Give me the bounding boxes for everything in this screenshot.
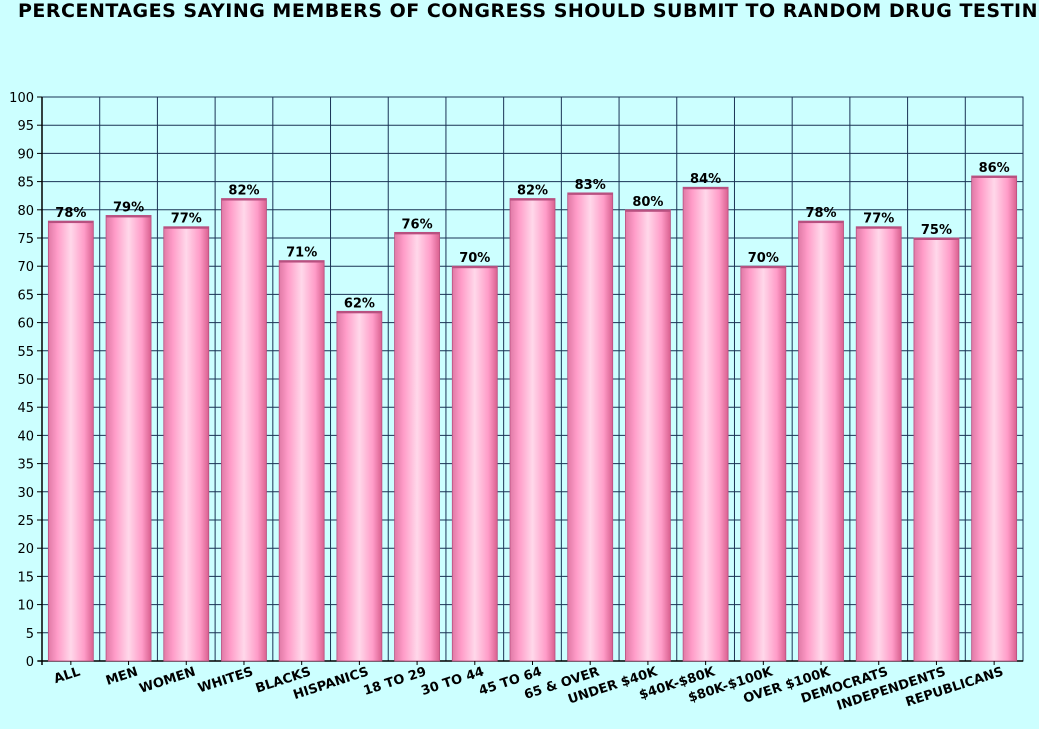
data-label: 76% <box>402 217 433 232</box>
y-axis-ticks: 0 5 10 15 20 25 30 35 40 45 50 55 60 65 70 75 80 85 90 95 10… <box>9 91 42 670</box>
data-label: 79% <box>113 200 144 215</box>
data-label: 86% <box>979 161 1010 176</box>
bar-top-edge <box>394 232 440 235</box>
bar <box>336 310 383 662</box>
data-labels: 78% 79% 77% 82% 71% 62% 76% 70% 82% 83% 80% 84% 70% 7… <box>55 161 1009 311</box>
x-tick-label: Men <box>104 665 140 689</box>
y-tick-label: 75 <box>17 232 34 247</box>
chart-title: Percentages saying members of Congress s… <box>18 0 1039 22</box>
y-tick-label: 35 <box>17 458 34 473</box>
x-tick-label: 18 to 29 <box>362 665 429 699</box>
bar-top-edge <box>856 226 902 229</box>
bar-top-edge <box>683 187 729 190</box>
bar-top-edge <box>279 260 325 263</box>
bar <box>509 198 556 662</box>
bar-top-edge <box>913 238 959 240</box>
y-tick-label: 70 <box>17 260 34 275</box>
bar <box>971 175 1018 662</box>
data-label: 77% <box>171 212 202 227</box>
y-tick-label: 85 <box>17 176 34 191</box>
x-tick-label: 30 to 44 <box>419 665 486 699</box>
bar <box>740 265 787 662</box>
bar-top-edge <box>221 198 267 201</box>
y-tick-label: 0 <box>26 655 34 670</box>
data-label: 78% <box>805 206 836 221</box>
data-label: 70% <box>459 251 490 266</box>
bar <box>221 198 267 662</box>
bar <box>105 215 152 662</box>
y-tick-label: 30 <box>17 486 34 501</box>
y-tick-label: 5 <box>26 627 34 642</box>
y-tick-label: 90 <box>17 147 34 162</box>
y-tick-label: 55 <box>17 345 34 360</box>
bar-top-edge <box>798 221 844 224</box>
data-label: 62% <box>344 296 375 311</box>
bar-top-edge <box>163 226 209 229</box>
y-tick-label: 65 <box>17 288 34 303</box>
bar <box>47 220 94 662</box>
data-label: 78% <box>55 206 86 221</box>
bar-top-edge <box>106 215 152 218</box>
bar-top-edge <box>567 192 613 195</box>
bar-top-edge <box>971 175 1017 178</box>
bar <box>567 192 614 662</box>
x-tick-label: Whites <box>196 665 255 697</box>
y-tick-label: 80 <box>17 204 34 219</box>
data-label: 70% <box>748 251 779 266</box>
bar <box>278 260 325 662</box>
bars <box>47 175 1018 662</box>
y-tick-label: 25 <box>17 514 34 529</box>
y-tick-label: 95 <box>17 119 34 134</box>
bar <box>163 226 210 662</box>
y-tick-label: 40 <box>17 429 34 444</box>
bar <box>913 237 960 662</box>
y-tick-label: 50 <box>17 373 34 388</box>
x-tick-label: Women <box>138 665 198 697</box>
data-label: 82% <box>228 184 259 199</box>
data-label: 82% <box>517 184 548 199</box>
bar <box>855 226 902 662</box>
data-label: 71% <box>286 246 317 261</box>
bar-top-edge <box>625 209 671 212</box>
bar-top-edge <box>452 266 498 269</box>
bar <box>451 265 498 662</box>
y-tick-label: 100 <box>9 91 34 106</box>
x-tick-label: All <box>52 665 82 687</box>
data-label: 77% <box>863 212 894 227</box>
y-tick-label: 45 <box>17 401 34 416</box>
data-label: 80% <box>632 195 663 210</box>
bar <box>625 209 671 662</box>
y-tick-label: 60 <box>17 317 34 332</box>
data-label: 83% <box>575 178 606 193</box>
bar-top-edge <box>740 266 786 269</box>
bar-top-edge <box>510 198 555 201</box>
y-tick-label: 15 <box>17 570 34 585</box>
y-tick-label: 10 <box>17 599 34 614</box>
bar <box>394 231 440 662</box>
bar-top-edge <box>48 221 94 224</box>
bar <box>798 220 844 662</box>
data-label: 84% <box>690 172 721 187</box>
x-axis-ticks: All MenWomenWhitesBlacksHispanics18 to 29… <box>52 661 1005 714</box>
bar-top-edge <box>336 311 382 314</box>
data-label: 75% <box>921 223 952 238</box>
y-tick-label: 20 <box>17 542 34 557</box>
bar <box>682 186 729 662</box>
